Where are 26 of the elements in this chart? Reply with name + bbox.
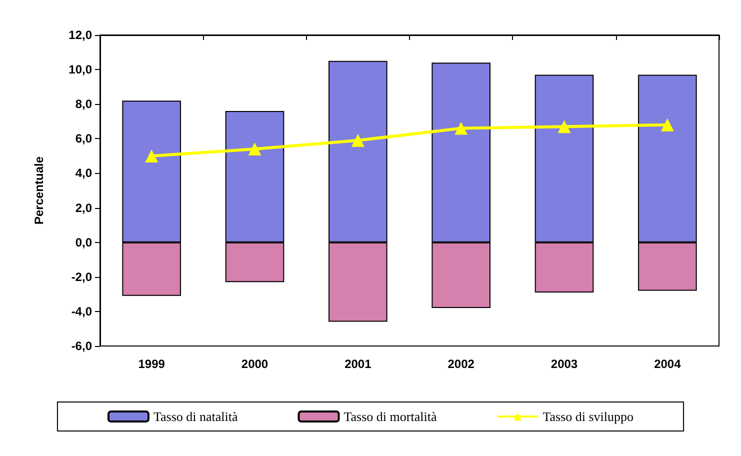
x-tick-label: 2002 <box>448 357 475 371</box>
y-tick-label: 2,0 <box>75 200 92 215</box>
point <box>454 122 468 135</box>
y-tick-label: -4,0 <box>71 304 92 318</box>
y-tick-label: 8,0 <box>75 97 92 112</box>
x-tick-label: 1999 <box>138 357 166 371</box>
point <box>351 134 364 147</box>
x-tick-label: 2000 <box>241 357 268 371</box>
x-tick-label: 2004 <box>654 357 682 371</box>
y-tick-label: -2,0 <box>71 270 92 284</box>
x-tick-label: 2001 <box>344 357 372 371</box>
y-tick-label: -6,0 <box>71 339 92 353</box>
y-tick-label: 4,0 <box>75 166 92 180</box>
y-tick-label: 6,0 <box>75 132 92 146</box>
y-axis-title: Percentuale <box>32 156 46 225</box>
point <box>145 149 158 162</box>
x-tick-label: 2003 <box>550 357 578 371</box>
point <box>558 120 571 134</box>
y-tick-label: 0,0 <box>75 235 92 250</box>
y-tick-label: 12,0 <box>68 28 92 42</box>
point <box>248 142 262 156</box>
legend-label: Tasso di sviluppo <box>542 409 634 424</box>
legend-label: Tasso di mortalità <box>344 409 437 424</box>
point <box>660 118 674 132</box>
y-tick-label: 10,0 <box>68 62 92 77</box>
legend-label: Tasso di natalità <box>153 409 238 424</box>
